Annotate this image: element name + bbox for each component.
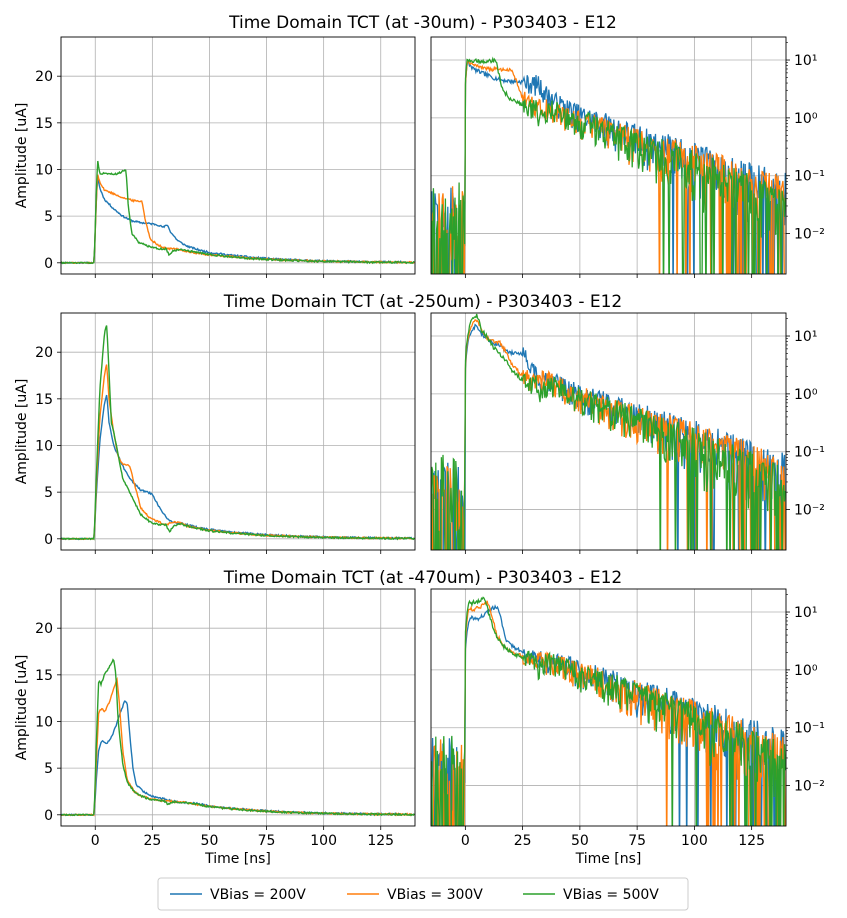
- y-tick-label: 20: [35, 345, 53, 361]
- x-tick-label: 50: [571, 833, 589, 849]
- y-tick-label: 10¹: [794, 53, 817, 69]
- y-tick-label: 5: [44, 209, 53, 225]
- chart-row-1: Time Domain TCT (at -30um) - P303403 - E…: [14, 13, 825, 278]
- series-line-log: [431, 60, 785, 274]
- axes-frame: [430, 36, 787, 275]
- y-tick-label: 10: [35, 714, 53, 730]
- x-tick-label: 50: [201, 833, 219, 849]
- x-tick-label: 125: [738, 833, 765, 849]
- y-tick-label: 10¹: [794, 329, 817, 345]
- legend: VBias = 200V VBias = 300V VBias = 500V: [157, 877, 689, 911]
- chart-row-2: Time Domain TCT (at -250um) - P303403 - …: [14, 292, 825, 554]
- x-tick-label: 0: [91, 833, 100, 849]
- y-axis-label: Amplitude [uA]: [14, 103, 30, 209]
- x-tick-label: 25: [143, 833, 161, 849]
- chart-title: Time Domain TCT (at -30um) - P303403 - E…: [228, 13, 617, 33]
- series-line-linear: [61, 658, 415, 817]
- y-tick-label: 5: [44, 485, 53, 501]
- y-tick-label: 10: [35, 162, 53, 178]
- axes-frame: [430, 312, 787, 551]
- y-tick-label: 20: [35, 69, 53, 85]
- series-line-linear: [61, 325, 415, 541]
- chart-row-3: Time Domain TCT (at -470um) - P303403 - …: [14, 568, 825, 867]
- y-tick-label: 10⁻¹: [794, 445, 825, 461]
- log-panel: 10¹ 10⁰ 10⁻¹ 10⁻²: [430, 312, 825, 554]
- y-tick-label: 15: [35, 392, 53, 408]
- y-tick-label: 10: [35, 438, 53, 454]
- panels: Time Domain TCT (at -30um) - P303403 - E…: [14, 13, 825, 867]
- y-axis-label: Amplitude [uA]: [14, 655, 30, 761]
- y-tick-label: 10⁰: [794, 663, 818, 679]
- axes-frame: [430, 588, 787, 827]
- chart-title: Time Domain TCT (at -250um) - P303403 - …: [223, 292, 623, 312]
- x-tick-label: 0: [461, 833, 470, 849]
- linear-panel: 0 5 10 15 20 Amplitude [uA]: [14, 36, 416, 278]
- series-line-log: [431, 596, 786, 826]
- x-axis-label: Time [ns]: [575, 851, 642, 867]
- x-tick-label: 75: [628, 833, 646, 849]
- x-tick-label: 75: [258, 833, 276, 849]
- chart-title: Time Domain TCT (at -470um) - P303403 - …: [223, 568, 623, 588]
- y-tick-label: 10⁻¹: [794, 169, 825, 185]
- x-axis-label: Time [ns]: [204, 851, 271, 867]
- series-line-linear: [61, 160, 415, 265]
- axes-frame: [60, 36, 416, 275]
- series-line-log: [431, 56, 786, 274]
- log-panel: 10¹ 10⁰ 10⁻¹ 10⁻²: [430, 36, 825, 278]
- y-tick-label: 10⁰: [794, 387, 818, 403]
- legend-frame: [157, 877, 689, 911]
- y-tick-label: 10⁻²: [794, 227, 825, 243]
- axes-frame: [60, 312, 416, 551]
- axes-frame: [60, 588, 416, 827]
- y-tick-label: 5: [44, 761, 53, 777]
- y-tick-label: 15: [35, 116, 53, 132]
- y-axis-label: Amplitude [uA]: [14, 379, 30, 485]
- legend-label-500v: VBias = 500V: [563, 887, 659, 903]
- y-tick-label: 0: [44, 532, 53, 548]
- x-tick-label: 100: [310, 833, 337, 849]
- y-tick-label: 10¹: [794, 605, 817, 621]
- x-tick-label: 25: [514, 833, 532, 849]
- series-line-log: [431, 313, 786, 550]
- y-tick-label: 15: [35, 668, 53, 684]
- y-tick-label: 10⁰: [794, 111, 818, 127]
- linear-panel: 0 25 50 75 100 125 0 5 10 15 20 Amplitude [uA] Time …: [14, 588, 416, 867]
- log-panel: 0 25 50 75 100 125 10¹ 10⁰ 10⁻¹ 10⁻² Time [ns]: [430, 588, 825, 867]
- x-tick-label: 100: [681, 833, 708, 849]
- y-tick-label: 10⁻¹: [794, 721, 825, 737]
- y-tick-label: 20: [35, 621, 53, 637]
- y-tick-label: 10⁻²: [794, 779, 825, 795]
- legend-label-300v: VBias = 300V: [387, 887, 483, 903]
- y-tick-label: 10⁻²: [794, 503, 825, 519]
- x-tick-label: 125: [367, 833, 394, 849]
- linear-panel: 0 5 10 15 20 Amplitude [uA]: [14, 312, 416, 554]
- y-tick-label: 0: [44, 808, 53, 824]
- legend-label-200v: VBias = 200V: [210, 887, 306, 903]
- y-tick-label: 0: [44, 256, 53, 272]
